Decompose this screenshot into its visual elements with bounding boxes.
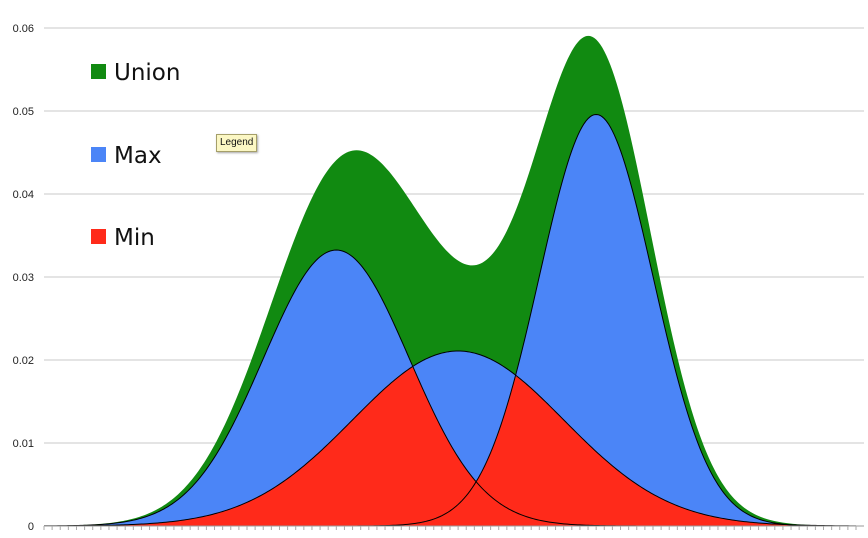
y-tick-label: 0.01 [13,438,34,450]
min-area [44,367,856,526]
legend-swatch-max [91,147,106,162]
legend-label-union: Union [114,60,180,86]
y-axis-ticks: 0 0.01 0.02 0.03 0.04 0.05 0.06 [13,23,34,533]
legend-swatch-min [91,229,106,244]
y-tick-label: 0.06 [13,23,34,35]
x-axis [43,525,864,530]
legend-label-min: Min [114,225,155,251]
y-tick-label: 0.04 [13,189,34,201]
y-tick-label: 0 [28,521,34,533]
y-tick-label: 0.05 [13,106,34,118]
legend: Union Max Min [91,60,180,251]
max-area [44,114,856,527]
y-tick-label: 0.03 [13,272,34,284]
chart-areas [44,35,856,527]
legend-label-max: Max [114,143,162,169]
distribution-curve-2 [43,350,857,527]
y-tick-label: 0.02 [13,355,34,367]
legend-tooltip: Legend [216,134,258,152]
legend-swatch-union [91,64,106,79]
